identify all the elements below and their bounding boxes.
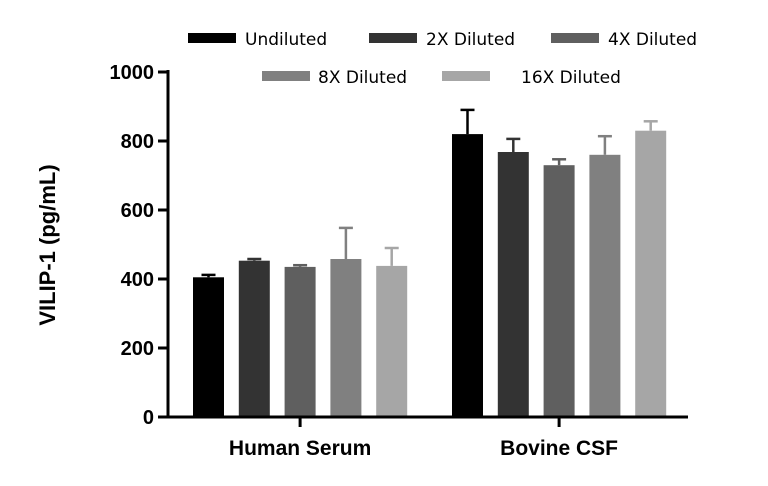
error-bar-undiluted-human-serum: [201, 273, 216, 278]
legend-swatch: [262, 71, 310, 81]
legend-label: 2X Diluted: [426, 30, 515, 50]
legend-swatch: [369, 33, 417, 43]
error-bar-16x-diluted-human-serum: [384, 246, 399, 266]
bars: [193, 130, 667, 418]
bar-8x-diluted-human-serum: [330, 259, 362, 417]
bar-16x-diluted-human-serum: [376, 265, 408, 417]
legend-item: 16X Diluted: [442, 68, 621, 88]
legend-swatch: [551, 33, 599, 43]
error-bars: [201, 108, 658, 278]
error-bar-4x-diluted-bovine-csf: [552, 158, 567, 166]
y-tick-label: 200: [121, 338, 154, 360]
legend-item: 4X Diluted: [551, 30, 697, 50]
x-category-label: Human Serum: [229, 437, 371, 460]
legend-swatch: [188, 33, 236, 43]
error-bar-8x-diluted-bovine-csf: [597, 134, 612, 155]
legend-swatch: [442, 71, 490, 81]
legend-label: 8X Diluted: [318, 68, 407, 88]
y-tick-label: 0: [143, 407, 154, 429]
bar-4x-diluted-bovine-csf: [543, 165, 575, 417]
legend: Undiluted 2X Diluted 4X Diluted 8X Diluted 1…: [188, 30, 697, 88]
legend-item: 8X Diluted: [262, 68, 407, 88]
error-bar-4x-diluted-human-serum: [293, 263, 308, 267]
bar-undiluted-bovine-csf: [452, 134, 483, 417]
y-axis-label: VILIP-1 (pg/mL): [35, 164, 60, 325]
bar-4x-diluted-human-serum: [284, 266, 316, 417]
error-bar-2x-diluted-human-serum: [247, 257, 262, 261]
bar-16x-diluted-bovine-csf: [635, 130, 667, 417]
y-tick-label: 1000: [110, 62, 155, 84]
bar-8x-diluted-bovine-csf: [589, 154, 621, 418]
error-bar-8x-diluted-human-serum: [338, 226, 353, 259]
axes: 0 200 400 600 800 1000 Human Serum Bovine CSF: [110, 62, 688, 460]
y-tick-label: 800: [121, 131, 154, 153]
legend-item: Undiluted: [188, 30, 327, 50]
y-tick-label: 400: [121, 269, 154, 291]
error-bar-2x-diluted-bovine-csf: [506, 137, 521, 152]
bar-2x-diluted-bovine-csf: [497, 152, 529, 417]
legend-label: 16X Diluted: [521, 68, 621, 88]
legend-label: Undiluted: [245, 30, 327, 50]
error-bar-undiluted-bovine-csf: [460, 108, 475, 135]
bar-undiluted-human-serum: [193, 277, 224, 417]
y-tick-label: 600: [121, 200, 154, 222]
x-category-label: Bovine CSF: [500, 437, 618, 460]
legend-item: 2X Diluted: [369, 30, 515, 50]
legend-label: 4X Diluted: [608, 30, 697, 50]
error-bar-16x-diluted-bovine-csf: [643, 120, 658, 131]
bar-2x-diluted-human-serum: [238, 260, 270, 417]
